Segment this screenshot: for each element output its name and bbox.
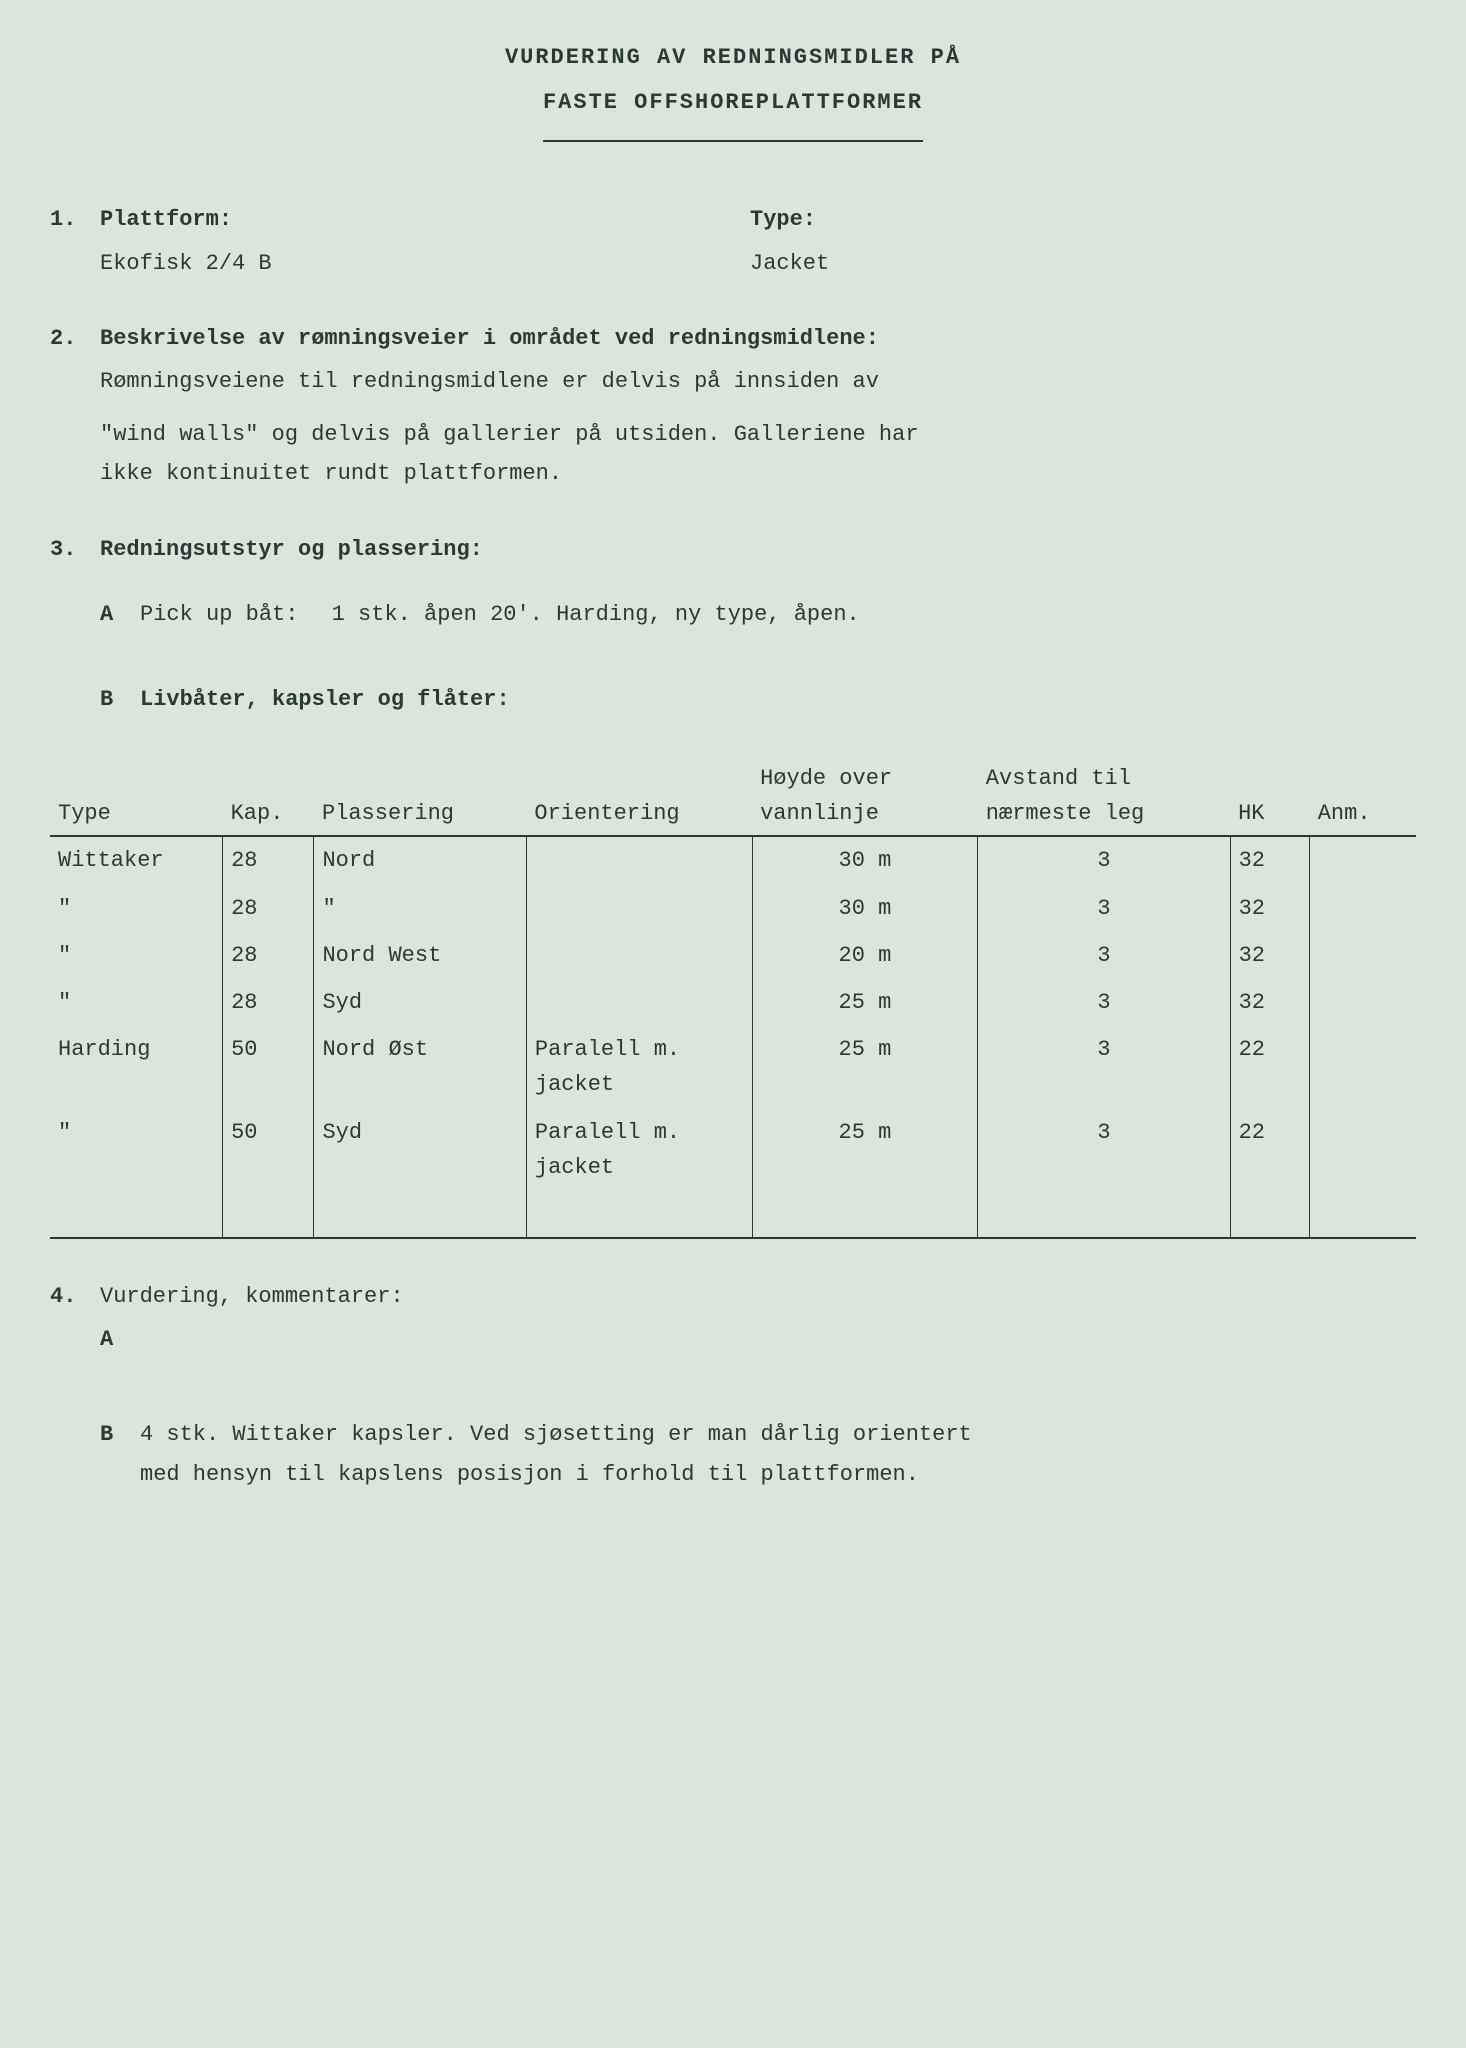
section-4-number: 4. [50,1279,100,1314]
cell-anm [1310,932,1416,979]
cell-type: " [50,932,223,979]
table-row: "28Syd 25 m332 [50,979,1416,1026]
cell-hk: 32 [1230,932,1310,979]
cell-hoyde: 25 m [752,1026,978,1108]
cell-avstand: 3 [978,979,1230,1026]
cell-avstand: 3 [978,932,1230,979]
cell-plassering: Nord Øst [314,1026,526,1108]
section-2-heading: Beskrivelse av rømningsveier i området v… [100,321,1416,356]
section-3-number: 3. [50,532,100,567]
cell-hoyde: 30 m [752,885,978,932]
type-value: Jacket [750,246,1416,281]
title-line-1: VURDERING AV REDNINGSMIDLER PÅ [50,40,1416,75]
section-1: 1. Plattform: Type: Ekofisk 2/4 B Jacket [50,202,1416,280]
cell-hk: 32 [1230,885,1310,932]
cell-orientering [526,885,752,932]
cell-plassering: Nord West [314,932,526,979]
section-4a-text [140,1322,1416,1357]
platform-value: Ekofisk 2/4 B [100,246,750,281]
table-row: Harding50Nord ØstParalell m. jacket25 m3… [50,1026,1416,1108]
cell-avstand: 3 [978,1026,1230,1108]
cell-hk: 32 [1230,836,1310,884]
th-hoyde: Høyde over vannlinje [752,757,978,836]
table-bottom-border [50,1237,1416,1239]
cell-avstand: 3 [978,885,1230,932]
lifeboat-table: Type Kap. Plassering Orientering Høyde o… [50,757,1416,1239]
th-avstand: Avstand til nærmeste leg [978,757,1230,836]
cell-hoyde: 25 m [752,979,978,1026]
cell-plassering: Syd [314,1109,526,1191]
cell-type: Harding [50,1026,223,1108]
section-4b-text-2: med hensyn til kapslens posisjon i forho… [140,1457,1416,1492]
section-3: 3. Redningsutstyr og plassering: A Pick … [50,532,1416,718]
cell-kap: 28 [223,932,314,979]
cell-avstand: 3 [978,836,1230,884]
section-4b-letter: B [100,1417,140,1452]
section-3a-value: 1 stk. åpen 20'. Harding, ny type, åpen. [332,602,860,627]
cell-hk: 22 [1230,1026,1310,1108]
cell-plassering: " [314,885,526,932]
section-2-body-1: Rømningsveiene til redningsmidlene er de… [100,364,1416,399]
cell-type: " [50,979,223,1026]
cell-kap: 28 [223,979,314,1026]
th-anm: Anm. [1310,757,1416,836]
section-3b-letter: B [100,682,140,717]
cell-anm [1310,885,1416,932]
th-plassering: Plassering [314,757,526,836]
section-4: 4. Vurdering, kommentarer: A B 4 stk. Wi… [50,1279,1416,1492]
cell-kap: 50 [223,1026,314,1108]
section-1-number: 1. [50,202,100,237]
table-row: Wittaker28Nord 30 m332 [50,836,1416,884]
table-header-row: Type Kap. Plassering Orientering Høyde o… [50,757,1416,836]
section-3a-label: Pick up båt: [140,602,298,627]
document-header: VURDERING AV REDNINGSMIDLER PÅ FASTE OFF… [50,40,1416,142]
cell-orientering [526,836,752,884]
table-row: "28Nord West 20 m332 [50,932,1416,979]
section-3-heading: Redningsutstyr og plassering: [100,532,1416,567]
cell-anm [1310,979,1416,1026]
section-2-number: 2. [50,321,100,356]
platform-label: Plattform: [100,202,750,237]
section-2-body-3: ikke kontinuitet rundt plattformen. [100,456,1416,491]
cell-orientering [526,932,752,979]
section-2: 2. Beskrivelse av rømningsveier i område… [50,321,1416,492]
cell-hoyde: 25 m [752,1109,978,1191]
th-kap: Kap. [223,757,314,836]
cell-orientering [526,979,752,1026]
th-hk: HK [1230,757,1310,836]
section-2-body-2: "wind walls" og delvis på gallerier på u… [100,417,1416,452]
cell-avstand: 3 [978,1109,1230,1191]
cell-hk: 32 [1230,979,1310,1026]
table-row: "50SydParalell m. jacket25 m322 [50,1109,1416,1191]
section-3a-letter: A [100,597,140,632]
cell-kap: 28 [223,836,314,884]
section-4b-text-1: 4 stk. Wittaker kapsler. Ved sjøsetting … [140,1417,1416,1452]
cell-kap: 50 [223,1109,314,1191]
section-4-heading: Vurdering, kommentarer: [100,1279,1416,1314]
cell-anm [1310,1109,1416,1191]
cell-orientering: Paralell m. jacket [526,1109,752,1191]
section-4a-letter: A [100,1322,140,1357]
cell-type: " [50,1109,223,1191]
cell-plassering: Syd [314,979,526,1026]
cell-kap: 28 [223,885,314,932]
section-3b-label: Livbåter, kapsler og flåter: [140,682,1416,717]
cell-anm [1310,1026,1416,1108]
title-underline [543,140,923,142]
th-type: Type [50,757,223,836]
table-spacer-row [50,1191,1416,1237]
th-orientering: Orientering [526,757,752,836]
cell-orientering: Paralell m. jacket [526,1026,752,1108]
cell-type: Wittaker [50,836,223,884]
cell-type: " [50,885,223,932]
cell-plassering: Nord [314,836,526,884]
table-row: "28" 30 m332 [50,885,1416,932]
cell-hoyde: 30 m [752,836,978,884]
title-line-2: FASTE OFFSHOREPLATTFORMER [50,85,1416,120]
type-label: Type: [750,202,1416,237]
cell-hk: 22 [1230,1109,1310,1191]
cell-hoyde: 20 m [752,932,978,979]
cell-anm [1310,836,1416,884]
